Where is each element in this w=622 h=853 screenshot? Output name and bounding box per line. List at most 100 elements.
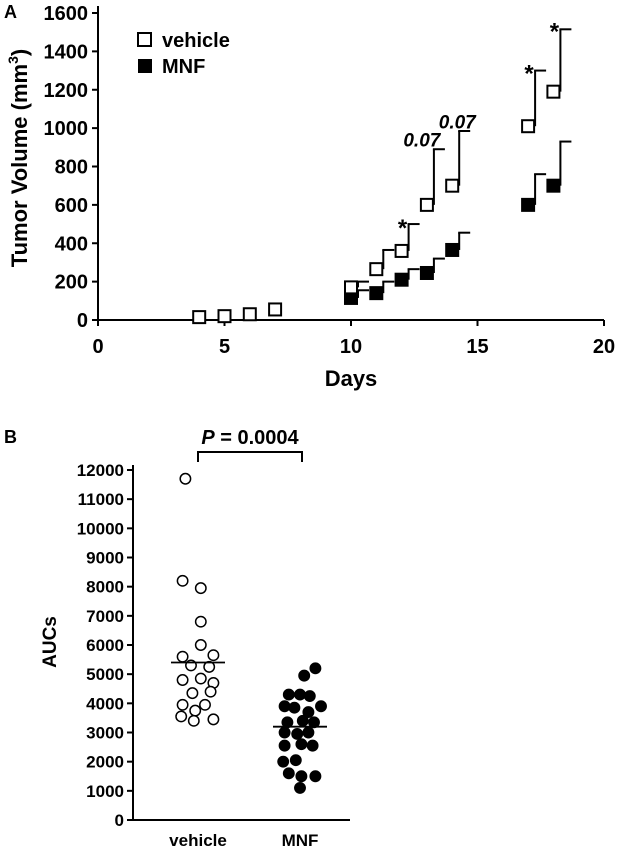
x-tick-label-a: 0 [92,336,103,358]
y-tick-label-b: 7000 [86,607,124,626]
vehicle-auc-point [194,615,207,628]
y-tick-label-b: 3000 [86,724,124,743]
mnf-point [394,272,409,287]
y-tick-label-b: 2000 [86,753,124,772]
mnf-auc-point [302,706,315,719]
y-tick-label-b: 11000 [78,490,124,509]
mnf-auc-point [291,728,304,740]
mnf-auc-point [295,770,308,783]
vehicle-point [268,302,283,317]
annotation-asterisk: * [398,215,408,242]
vehicle-point [344,280,358,295]
vehicle-point [445,178,460,193]
y-axis-label-b: AUCs [40,616,61,668]
y-tick-label-b: 5000 [86,665,124,684]
panel-label-a: A [4,2,17,22]
y-axis-label-a: Tumor Volume (mm3) [5,49,32,267]
tick-group-b: 0 1000 2000 3000 4000 5000 6000 7000 8000 9000 100… [77,461,319,850]
mnf-point [369,286,384,301]
x-tick-label-a: 15 [466,336,488,358]
vehicle-point [546,84,561,99]
mnf-point [445,242,460,257]
vehicle-point [217,309,232,324]
mnf-point [521,197,536,212]
vehicle-auc-point [179,472,192,485]
vehicle-auc-point [194,582,207,595]
y-tick-label-a: 400 [55,233,88,255]
x-tick-label-a: 10 [340,336,362,358]
vehicle-auc-point [199,698,211,711]
mnf-auc-point [278,739,291,752]
y-tick-label-a: 600 [55,195,88,217]
annotation-asterisk: * [524,61,534,88]
vehicle-point [394,243,409,258]
vehicle-auc-point [204,685,217,698]
mnf-auc-point [306,739,319,752]
y-tick-label-a: 1600 [44,3,89,25]
vehicle-point [521,119,536,134]
mnf-auc-point [309,770,322,783]
vehicle-point [242,307,257,322]
vehicle-auc-point [176,698,189,711]
tick-group-a: 0 200 400 600 800 1000 1200 1400 1600 0 5 10 15 20 [44,3,616,358]
marks-group-a: * 0.070.07 * * [192,18,572,325]
vehicle-auc-point [207,713,220,726]
y-tick-label-b: 4000 [86,694,124,713]
vehicle-point [192,310,207,325]
significance-bracket [197,451,303,462]
vehicle-auc-point [194,639,207,651]
panel-b: B 0 1000 2000 3000 4000 5000 6000 7000 8000 9000 1… [4,427,350,850]
vehicle-point [369,262,384,277]
mnf-auc-point [302,726,315,739]
y-tick-label-b: 1000 [86,782,124,801]
mnf-auc-point [294,688,306,701]
mnf-auc-point [282,688,295,701]
vehicle-auc-point [176,650,189,663]
y-tick-label-a: 800 [55,157,88,179]
panel-label-b: B [4,427,17,447]
vehicle-auc-point [189,704,202,717]
vehicle-auc-point [194,672,207,685]
y-tick-label-a: 200 [55,272,88,294]
annotation-asterisk: * [550,18,560,45]
vehicle-auc-point [187,714,200,727]
mnf-point [344,290,358,305]
vehicle-auc-point [186,687,199,700]
mnf-auc-point [278,700,291,713]
vehicle-point [419,197,434,212]
mnf-auc-point [278,726,291,739]
y-tick-label-b: 12000 [77,461,124,480]
y-tick-label-a: 0 [77,310,88,332]
mnf-auc-point [282,767,295,780]
annotation-p-value: 0.07 [403,131,441,152]
mnf-auc-point [315,700,327,713]
marks-group-b [171,472,327,794]
mnf-auc-point [277,755,290,768]
mnf-auc-point [303,690,316,702]
p-value-label: P = 0.0004 [201,427,299,449]
vehicle-auc-point [176,574,189,587]
y-tick-label-b: 0 [115,811,124,830]
mnf-auc-point [296,714,309,727]
y-tick-label-b: 8000 [86,578,124,597]
mnf-point [546,178,561,193]
mnf-point [419,265,434,280]
legend-mnf-marker [138,59,152,73]
legend-vehicle-label: vehicle [162,30,230,52]
legend-vehicle-marker [137,32,152,47]
vehicle-auc-point [175,710,188,723]
y-tick-label-a: 1200 [44,80,89,102]
x-tick-label-a: 5 [219,336,230,358]
x-category-label-b: MNF [282,831,319,850]
y-tick-label-b: 10000 [77,519,124,538]
mnf-auc-point [294,781,306,794]
mnf-auc-point [309,662,322,675]
vehicle-auc-point [176,674,189,686]
x-category-label-b: vehicle [169,831,227,850]
mnf-auc-point [288,701,301,714]
mnf-auc-point [298,669,311,682]
vehicle-auc-point [207,649,220,662]
y-tick-label-b: 6000 [86,636,124,655]
